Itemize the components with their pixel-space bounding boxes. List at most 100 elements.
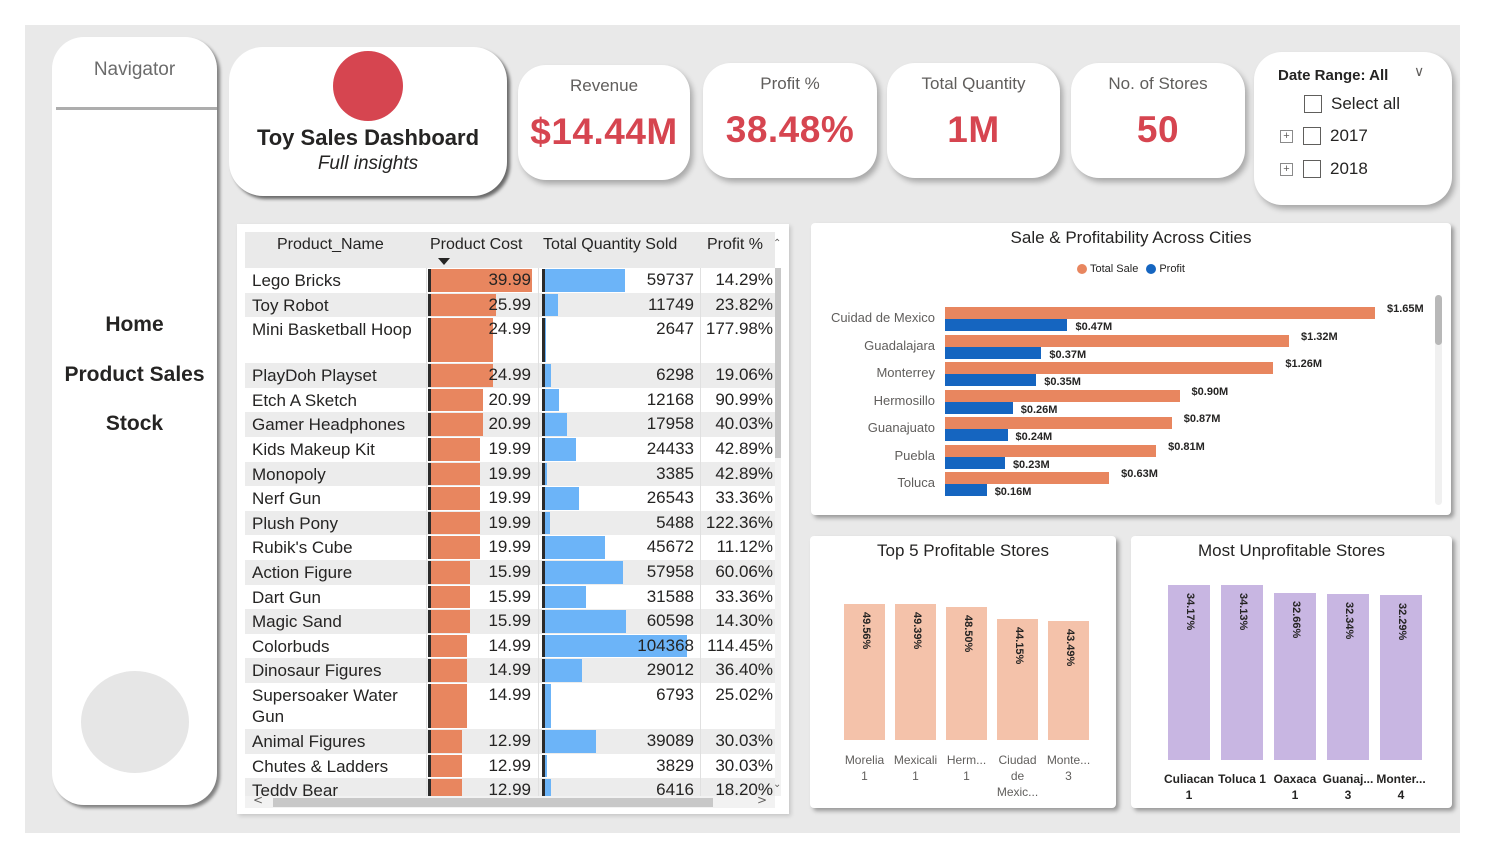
data-label: $0.47M — [1075, 321, 1113, 333]
table-row[interactable]: Mini Basketball Hoop 24.99 2647 177.98% — [245, 317, 775, 364]
cost-databar — [428, 438, 480, 461]
table-row[interactable]: Toy Robot 25.99 11749 23.82% — [245, 292, 775, 318]
legend-item-total-sale[interactable]: Total Sale — [1077, 263, 1138, 275]
total-sale-bar[interactable] — [945, 472, 1110, 484]
horizontal-scrollbar[interactable]: < > — [245, 793, 775, 808]
data-label: 32.66% — [1290, 600, 1302, 639]
vertical-scrollbar[interactable] — [775, 268, 781, 796]
store-bar[interactable] — [1168, 585, 1210, 760]
table-row[interactable]: Dinosaur Figures 14.99 29012 36.40% — [245, 658, 775, 683]
table-row[interactable]: Supersoaker Water Gun 14.99 6793 25.02% — [245, 683, 775, 729]
nav-item-home[interactable]: Home — [105, 313, 164, 336]
chart-scrollbar[interactable] — [1435, 295, 1442, 505]
table-row[interactable]: Chutes & Ladders 12.99 3829 30.03% — [245, 753, 775, 779]
store-bar[interactable] — [1327, 594, 1369, 760]
scrollbar-thumb[interactable] — [775, 268, 781, 458]
table-row[interactable]: Etch A Sketch 20.99 12168 90.99% — [245, 387, 775, 413]
legend-item-profit[interactable]: Profit — [1146, 263, 1185, 275]
data-label: $0.90M — [1191, 385, 1229, 398]
category-label: Monter... 4 — [1376, 772, 1426, 802]
store-bar[interactable] — [946, 606, 987, 740]
column-divider — [426, 268, 427, 293]
store-bar[interactable] — [844, 604, 885, 740]
slicer-option-2017[interactable]: + 2017 — [1280, 124, 1368, 148]
column-divider — [538, 584, 539, 610]
table-row[interactable]: Monopoly 19.99 3385 42.89% — [245, 461, 775, 487]
column-divider — [538, 658, 539, 683]
kpi-value: 38.48% — [725, 109, 855, 150]
scroll-left-icon[interactable]: < — [253, 793, 264, 807]
scrollbar-thumb[interactable] — [273, 798, 713, 807]
store-bar[interactable] — [1274, 592, 1316, 760]
profit-bar[interactable] — [945, 346, 1042, 359]
column-divider — [426, 683, 427, 729]
scroll-up-icon[interactable]: ⌃ — [773, 238, 782, 249]
table-row[interactable]: Teddy Bear 12.99 6416 18.20% — [245, 778, 775, 796]
legend-label: Total Sale — [1090, 263, 1139, 275]
column-header-total-quantity[interactable]: Total Quantity Sold — [543, 236, 678, 253]
table-row[interactable]: Colorbuds 14.99 104368 114.45% — [245, 633, 775, 659]
profit-pct-value: 122.36% — [705, 512, 773, 532]
table-row[interactable]: PlayDoh Playset 24.99 6298 19.06% — [245, 363, 775, 388]
column-header-product-name[interactable]: Product_Name — [277, 236, 384, 253]
store-bar[interactable] — [1048, 620, 1089, 740]
slicer-option-select-all[interactable]: Select all — [1304, 92, 1400, 116]
column-divider — [700, 560, 701, 585]
column-divider — [426, 535, 427, 560]
quantity-cell: 24433 — [542, 437, 696, 462]
table-row[interactable]: Lego Bricks 39.99 59737 14.29% — [245, 268, 775, 293]
store-bar[interactable] — [895, 604, 936, 740]
total-sale-bar[interactable] — [945, 444, 1157, 457]
nav-item-product-sales[interactable]: Product Sales — [64, 363, 205, 386]
column-header-product-cost[interactable]: Product Cost — [430, 236, 523, 253]
store-bar[interactable] — [1221, 585, 1263, 760]
total-sale-bar[interactable] — [945, 334, 1289, 347]
product-name: Mini Basketball Hoop — [252, 320, 412, 340]
quantity-value: 6298 — [656, 365, 694, 385]
slicer-option-2018[interactable]: + 2018 — [1280, 157, 1368, 181]
total-sale-bar[interactable] — [945, 417, 1172, 429]
profit-bar[interactable] — [945, 484, 987, 496]
scroll-right-icon[interactable]: > — [757, 793, 768, 807]
expand-plus-icon[interactable]: + — [1280, 129, 1293, 143]
expand-plus-icon[interactable]: + — [1280, 162, 1293, 176]
profit-bar[interactable] — [945, 429, 1008, 441]
table-row[interactable]: Kids Makeup Kit 19.99 24433 42.89% — [245, 437, 775, 462]
total-sale-bar[interactable] — [945, 307, 1375, 319]
table-row[interactable]: Rubik's Cube 19.99 45672 11.12% — [245, 535, 775, 560]
checkbox[interactable] — [1304, 95, 1322, 113]
nav-item-stock[interactable]: Stock — [105, 412, 164, 435]
table-row[interactable]: Plush Pony 19.99 5488 122.36% — [245, 510, 775, 536]
profit-bar[interactable] — [945, 319, 1068, 331]
table-header: Product_Name Product Cost Total Quantity… — [245, 232, 775, 268]
product-name: Rubik's Cube — [252, 538, 353, 558]
nav-circle-button[interactable] — [81, 671, 189, 773]
column-divider — [700, 268, 701, 293]
product-name: PlayDoh Playset — [252, 366, 377, 386]
table-row[interactable]: Animal Figures 12.99 39089 30.03% — [245, 729, 775, 754]
column-header-profit-pct[interactable]: Profit % — [707, 236, 764, 253]
quantity-value: 3829 — [656, 755, 694, 775]
scroll-down-icon[interactable]: ⌄ — [773, 779, 782, 790]
chart-legend: Total Sale Profit — [811, 263, 1451, 275]
table-row[interactable]: Dart Gun 15.99 31588 33.36% — [245, 584, 775, 610]
column-divider — [700, 292, 701, 318]
checkbox[interactable] — [1303, 160, 1321, 178]
total-sale-bar[interactable] — [945, 362, 1274, 374]
chevron-down-icon[interactable]: ∨ — [1414, 64, 1425, 80]
table-row[interactable]: Magic Sand 15.99 60598 14.30% — [245, 609, 775, 634]
store-bar[interactable] — [1380, 594, 1422, 760]
total-sale-bar[interactable] — [945, 389, 1180, 402]
slicer-option-label: 2018 — [1330, 159, 1368, 178]
store-bar[interactable] — [997, 618, 1038, 740]
profit-bar[interactable] — [945, 374, 1037, 386]
table-row[interactable]: Gamer Headphones 20.99 17958 40.03% — [245, 412, 775, 437]
product-cost-value: 20.99 — [488, 389, 531, 409]
scrollbar-thumb[interactable] — [1435, 295, 1442, 345]
logo-icon — [333, 51, 403, 121]
table-row[interactable]: Nerf Gun 19.99 26543 33.36% — [245, 486, 775, 511]
profit-bar[interactable] — [945, 401, 1013, 414]
profit-bar[interactable] — [945, 456, 1005, 469]
table-row[interactable]: Action Figure 15.99 57958 60.06% — [245, 560, 775, 585]
checkbox[interactable] — [1303, 127, 1321, 145]
